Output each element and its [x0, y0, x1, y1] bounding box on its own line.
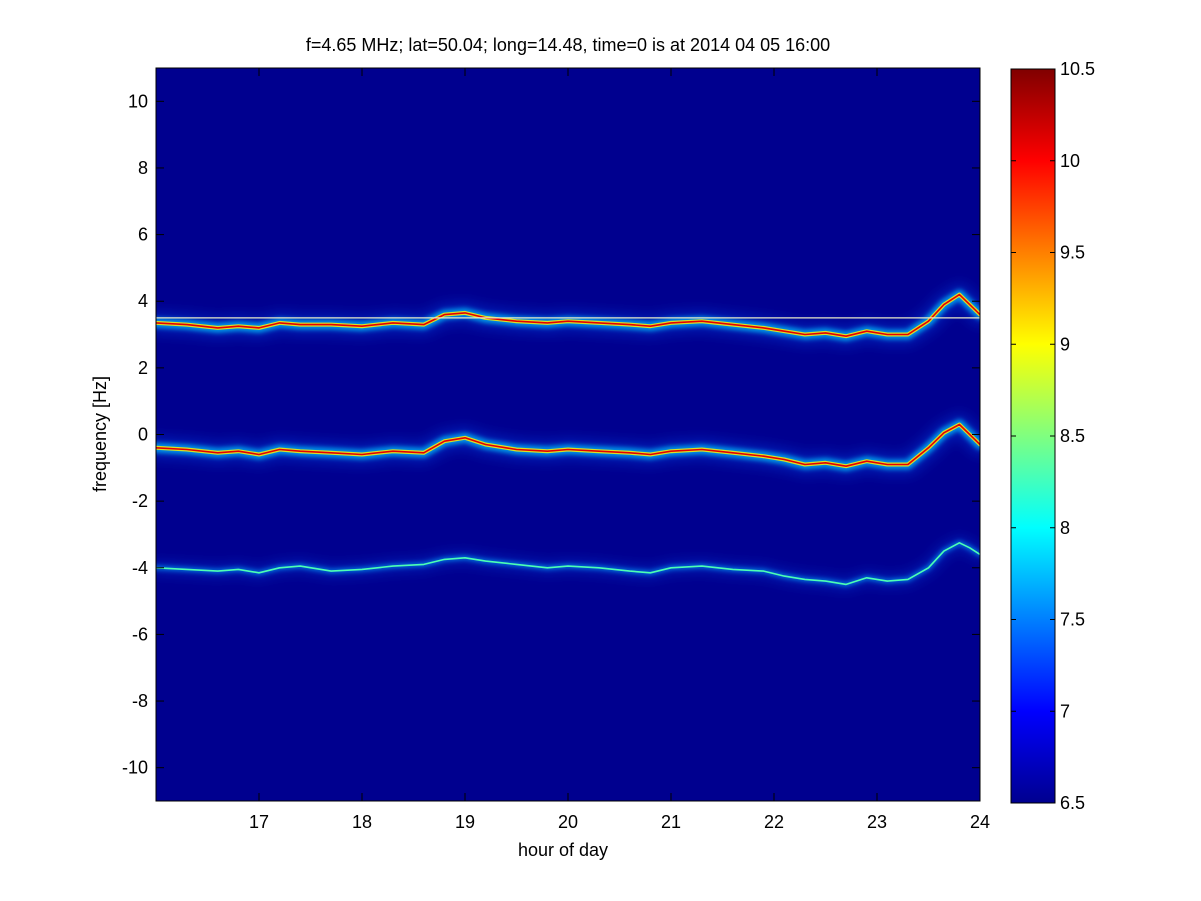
x-tick-label: 20: [558, 812, 578, 832]
y-tick-label: 8: [138, 158, 148, 178]
trace-upper: [156, 293, 980, 338]
x-tick-label: 22: [764, 812, 784, 832]
y-tick-label: -6: [132, 624, 148, 644]
chart-title: f=4.65 MHz; lat=50.04; long=14.48, time=…: [306, 35, 830, 55]
colorbar-axis: 10.5 10 9.5 9 8.5 8 7.5 7 6.5: [1011, 59, 1095, 813]
colorbar-tick-label: 10: [1060, 151, 1080, 171]
x-tick-label: 18: [352, 812, 372, 832]
y-tick-label: -4: [132, 558, 148, 578]
y-tick-label: 2: [138, 358, 148, 378]
colorbar: [1010, 68, 1056, 804]
x-tick-label: 19: [455, 812, 475, 832]
y-axis-label: frequency [Hz]: [90, 376, 110, 492]
y-tick-label: -8: [132, 691, 148, 711]
x-tick-label: 17: [249, 812, 269, 832]
plot-background: [156, 68, 980, 801]
x-axis-label: hour of day: [518, 840, 608, 860]
y-tick-label: 10: [128, 91, 148, 111]
colorbar-tick-label: 8: [1060, 518, 1070, 538]
y-tick-label: 6: [138, 225, 148, 245]
y-tick-label: 4: [138, 291, 148, 311]
y-tick-label: 0: [138, 425, 148, 445]
y-tick-label: -2: [132, 491, 148, 511]
trace-lower: [156, 541, 980, 586]
colorbar-tick-label: 9.5: [1060, 243, 1085, 263]
colorbar-tick-label: 10.5: [1060, 59, 1095, 79]
trace-layer: [156, 283, 980, 591]
y-tick-label: -10: [122, 758, 148, 778]
colorbar-tick-label: 7: [1060, 701, 1070, 721]
colorbar-tick-label: 6.5: [1060, 793, 1085, 813]
x-tick-label: 24: [970, 812, 990, 832]
colorbar-tick-label: 7.5: [1060, 610, 1085, 630]
colorbar-tick-label: 9: [1060, 334, 1070, 354]
x-tick-label: 23: [867, 812, 887, 832]
x-tick-label: 21: [661, 812, 681, 832]
y-axis: 10 8 6 4 2 0 -2 -4 -6 -8 -10: [122, 91, 980, 778]
colorbar-tick-label: 8.5: [1060, 426, 1085, 446]
x-axis: 17 18 19 20 21 22 23 24: [249, 68, 990, 832]
trace-middle: [156, 423, 980, 468]
